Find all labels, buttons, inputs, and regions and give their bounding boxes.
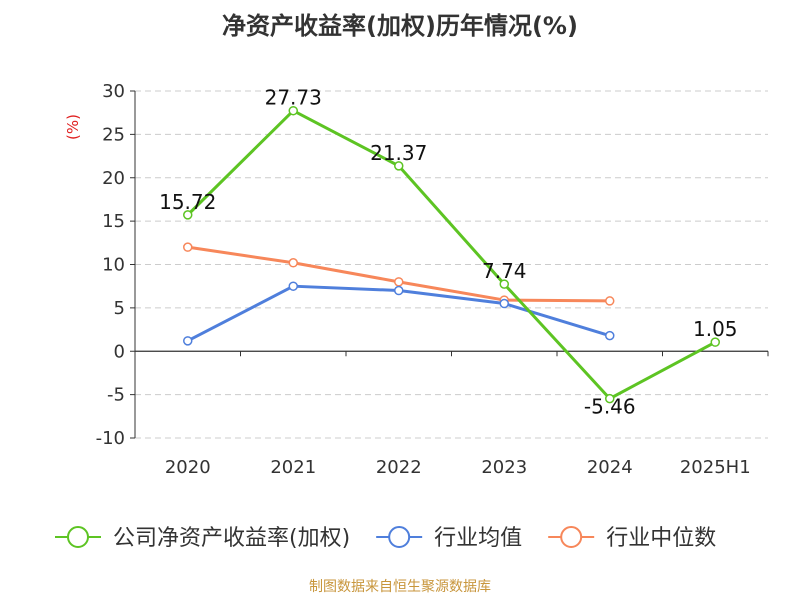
data-label: 7.74 bbox=[482, 259, 527, 283]
data-point bbox=[183, 336, 193, 346]
data-label: 1.05 bbox=[693, 317, 738, 341]
data-point bbox=[183, 210, 193, 220]
legend-marker bbox=[388, 526, 411, 548]
data-label: 15.72 bbox=[159, 190, 216, 214]
x-tick-label: 2022 bbox=[376, 457, 422, 478]
y-tick-label: 10 bbox=[102, 255, 125, 276]
y-tick-label: 5 bbox=[114, 298, 125, 319]
legend-label: 行业均值 bbox=[434, 526, 522, 551]
data-point bbox=[183, 242, 193, 252]
data-point bbox=[605, 330, 615, 341]
legend-marker bbox=[560, 526, 583, 548]
legend-label: 公司净资产收益率(加权) bbox=[113, 526, 350, 551]
data-point bbox=[288, 105, 298, 116]
data-label: 21.37 bbox=[370, 141, 427, 165]
axes: -10 -5 0 5 10 15 20 25 30 2020 2021 2022 2023 2024 202… bbox=[96, 81, 769, 478]
y-axis-label: (%) bbox=[64, 114, 82, 140]
data-point bbox=[394, 161, 404, 171]
legend[interactable]: 公司净资产收益率(加权) 行业均值 行业中位数 bbox=[55, 526, 716, 551]
legend-item[interactable]: 行业均值 bbox=[376, 526, 522, 551]
x-tick-label: 2023 bbox=[481, 457, 527, 478]
data-point bbox=[394, 277, 404, 287]
x-tick-label: 2024 bbox=[587, 457, 633, 478]
legend-item[interactable]: 行业中位数 bbox=[548, 526, 716, 551]
data-point bbox=[710, 337, 720, 347]
legend-marker bbox=[67, 526, 89, 548]
data-point bbox=[288, 281, 298, 291]
data-point bbox=[499, 279, 509, 289]
y-tick-label: -10 bbox=[96, 428, 125, 449]
data-point bbox=[394, 285, 404, 296]
legend-item[interactable]: 公司净资产收益率(加权) bbox=[55, 526, 350, 551]
data-point bbox=[605, 296, 615, 306]
data-point bbox=[605, 393, 615, 404]
y-tick-label: 0 bbox=[114, 341, 125, 362]
data-point bbox=[288, 258, 298, 268]
series-lines bbox=[183, 105, 720, 404]
data-label: 27.73 bbox=[265, 86, 322, 110]
legend-label: 行业中位数 bbox=[606, 526, 716, 551]
y-tick-label: 25 bbox=[102, 124, 125, 145]
grid-lines bbox=[135, 90, 768, 439]
data-point bbox=[499, 298, 509, 309]
y-tick-label: -5 bbox=[107, 385, 125, 406]
y-tick-label: 30 bbox=[102, 81, 125, 102]
y-tick-label: 20 bbox=[102, 168, 125, 189]
y-tick-label: 15 bbox=[102, 211, 125, 232]
source-note: 制图数据来自恒生聚源数据库 bbox=[309, 579, 491, 595]
chart-title: 净资产收益率(加权)历年情况(%) bbox=[222, 12, 578, 40]
x-tick-label: 2021 bbox=[270, 457, 316, 478]
x-tick-label: 2020 bbox=[165, 457, 211, 478]
series-line bbox=[186, 109, 716, 401]
x-tick-label: 2025H1 bbox=[680, 457, 751, 478]
data-label: -5.46 bbox=[584, 395, 636, 419]
data-labels: 15.72 27.73 21.37 7.74 -5.46 1.05 bbox=[159, 86, 737, 419]
